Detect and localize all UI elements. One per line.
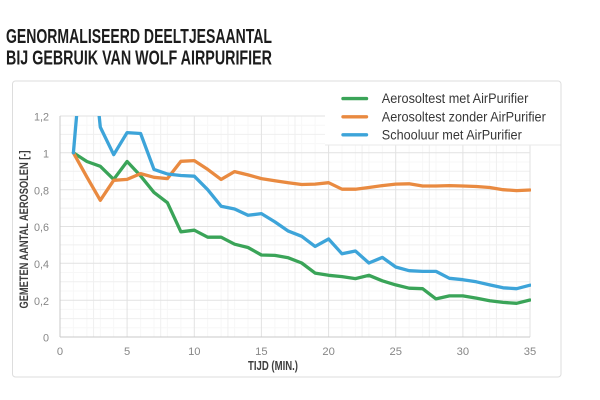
svg-text:20: 20 [322, 346, 334, 358]
svg-text:1: 1 [43, 149, 49, 161]
svg-text:0,4: 0,4 [34, 259, 49, 271]
svg-text:0,6: 0,6 [34, 222, 49, 234]
svg-text:10: 10 [188, 346, 200, 358]
svg-text:15: 15 [255, 346, 267, 358]
svg-text:Aerosoltest met AirPurifier: Aerosoltest met AirPurifier [382, 91, 529, 106]
svg-text:30: 30 [457, 346, 469, 358]
svg-text:Aerosoltest zonder AirPurifier: Aerosoltest zonder AirPurifier [382, 109, 546, 124]
svg-text:25: 25 [389, 346, 401, 358]
svg-text:TIJD (MIN.): TIJD (MIN.) [248, 358, 298, 373]
svg-text:Schooluur met AirPurifier: Schooluur met AirPurifier [382, 127, 522, 142]
svg-text:GENORMALISEERD DEELTJESAANTAL: GENORMALISEERD DEELTJESAANTAL [6, 25, 272, 48]
svg-text:35: 35 [524, 346, 536, 358]
svg-text:5: 5 [124, 346, 130, 358]
svg-text:0,2: 0,2 [34, 296, 49, 308]
svg-text:1,2: 1,2 [34, 112, 49, 124]
svg-text:0: 0 [57, 346, 63, 358]
svg-text:0,8: 0,8 [34, 185, 49, 197]
svg-text:BIJ GEBRUIK VAN WOLF AIRPURIFI: BIJ GEBRUIK VAN WOLF AIRPURIFIER [6, 47, 272, 70]
svg-text:GEMETEN AANTAL AEROSOLEN [-]: GEMETEN AANTAL AEROSOLEN [-] [17, 150, 31, 308]
svg-text:0: 0 [43, 333, 49, 345]
